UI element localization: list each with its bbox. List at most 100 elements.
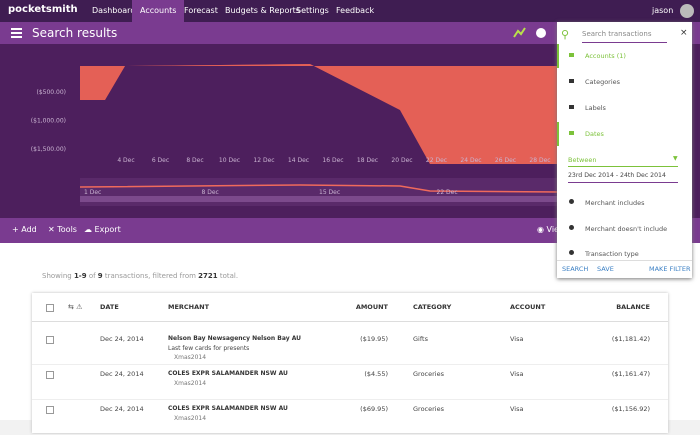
x-tick-label: 14 Dec [288, 157, 309, 164]
row-line [32, 399, 668, 400]
cell-label: Xmas2014 [174, 415, 207, 422]
filter-item[interactable]: Transaction type [585, 250, 639, 258]
toolbar-label: Tools [57, 225, 77, 234]
navigator-tick-label: 15 Dec [319, 189, 340, 196]
cell-account: Visa [510, 335, 524, 343]
x-tick-label: 24 Dec [460, 157, 481, 164]
nav-item[interactable]: Forecast [184, 6, 218, 15]
summary: Showing 1-9 of 9 transactions, filtered … [42, 272, 238, 280]
x-tick-label: 4 Dec [117, 157, 134, 164]
cell-merchant: Nelson Bay Newsagency Nelson Bay AU [168, 335, 302, 342]
x-tick-label: 28 Dec [529, 157, 550, 164]
x-tick-label: 8 Dec [186, 157, 203, 164]
filter-icon [569, 53, 574, 57]
checkbox[interactable] [46, 336, 54, 344]
header-icons: ⇆ ⚠ [68, 303, 83, 311]
x-tick-label: 26 Dec [495, 157, 516, 164]
nav-item[interactable]: Dashboard [92, 6, 136, 15]
footer-line [557, 260, 692, 261]
column-header: ACCOUNT [510, 303, 546, 311]
cell-balance: ($1,181.42) [611, 335, 650, 343]
column-header: CATEGORY [413, 303, 452, 311]
toolbar-button[interactable]: + Add [12, 225, 37, 234]
filter-item[interactable]: Accounts (1) [585, 52, 626, 60]
x-tick-label: 10 Dec [219, 157, 240, 164]
filter-icon [569, 199, 574, 204]
chart-icons[interactable] [512, 26, 552, 40]
cell-label: Xmas2014 [174, 354, 207, 361]
cell-balance: ($1,161.47) [611, 370, 650, 378]
x-tick-label: 18 Dec [357, 157, 378, 164]
navigator-tick-label: 8 Dec [202, 189, 219, 196]
user[interactable]: jason [652, 6, 674, 15]
cell-label: Xmas2014 [174, 380, 207, 387]
footer-button[interactable]: SEARCH [562, 265, 589, 273]
cell-date: Dec 24, 2014 [100, 335, 144, 343]
nav-item[interactable]: Budgets & Reports [225, 6, 300, 15]
view-button[interactable]: ◉ View [537, 225, 566, 234]
footer-button[interactable]: SAVE [597, 265, 614, 273]
cell-amount: ($69.95) [360, 405, 388, 413]
cell-note: Last few cards for presents [168, 345, 250, 352]
logo[interactable]: pocketsmith [8, 4, 78, 15]
filter-item[interactable]: Merchant includes [585, 199, 645, 207]
avatar[interactable] [680, 4, 694, 18]
filter-select[interactable]: Between [568, 156, 678, 167]
filter-icon [569, 224, 574, 230]
summary-part: 2721 [198, 272, 218, 280]
x-tick-label: 20 Dec [391, 157, 412, 164]
checkbox[interactable] [46, 304, 54, 312]
cell-balance: ($1,156.92) [611, 405, 650, 413]
cell-category: Groceries [413, 405, 444, 413]
filter-icon [569, 105, 574, 109]
cell-date: Dec 24, 2014 [100, 405, 144, 413]
column-header: AMOUNT [355, 303, 388, 311]
column-header: MERCHANT [168, 303, 210, 311]
cell-category: Groceries [413, 370, 444, 378]
table: ⇆ ⚠ DATE MERCHANT AMOUNT CATEGORY ACCOUNT BALA… [32, 293, 668, 435]
x-tick-label: 16 Dec [322, 157, 343, 164]
nav-item[interactable]: Accounts [132, 0, 185, 22]
header-line [32, 321, 668, 322]
row-line [32, 364, 668, 365]
summary-part: 9 [97, 272, 103, 280]
y-tick-label: ($1,000.00) [31, 118, 66, 125]
active-indicator [557, 122, 559, 146]
filter-icon [569, 250, 574, 255]
select-arrow: ▼ [673, 155, 678, 162]
filter-item[interactable]: Dates [585, 130, 604, 138]
search-icon: ⚲ [561, 28, 570, 41]
column-header: BALANCE [616, 303, 650, 311]
checkbox[interactable] [46, 406, 54, 414]
close-button[interactable]: × [680, 28, 688, 38]
column-header: DATE [100, 303, 119, 311]
menu-icon[interactable] [11, 28, 22, 30]
cell-date: Dec 24, 2014 [100, 370, 144, 378]
toolbar-button[interactable]: ☁ Export [84, 225, 121, 234]
y-tick-label: ($500.00) [37, 89, 67, 96]
area [80, 64, 560, 164]
filter-item[interactable]: Merchant doesn't include [585, 224, 668, 233]
top-nav: pocketsmith Dashboard Accounts Forecast Bud… [0, 0, 700, 22]
cell-merchant: COLES EXPR SALAMANDER NSW AU [168, 370, 288, 377]
search-input[interactable]: Search transactions [582, 30, 667, 43]
view-label: View [547, 225, 566, 234]
navigator-tick-label: 1 Dec [84, 189, 101, 196]
x-tick-label: 22 Dec [426, 157, 447, 164]
filter-icon [569, 131, 574, 135]
nav-item[interactable]: Feedback [336, 6, 375, 15]
x-tick-label: 6 Dec [152, 157, 169, 164]
summary-part: total. [217, 272, 239, 280]
summary-part: Showing [42, 272, 74, 280]
summary-part: 1-9 [73, 272, 87, 280]
filter-icon [569, 79, 574, 83]
checkbox[interactable] [46, 371, 54, 379]
filter-item[interactable]: Labels [585, 104, 606, 112]
date-range[interactable]: 23rd Dec 2014 - 24th Dec 2014 [568, 172, 678, 183]
nav-item[interactable]: Settings [296, 6, 329, 15]
toolbar-button[interactable]: ✕ Tools [48, 225, 77, 234]
footer-button[interactable]: MAKE FILTER [649, 265, 691, 273]
cell-account: Visa [510, 405, 524, 413]
filter-item[interactable]: Categories [585, 78, 621, 86]
